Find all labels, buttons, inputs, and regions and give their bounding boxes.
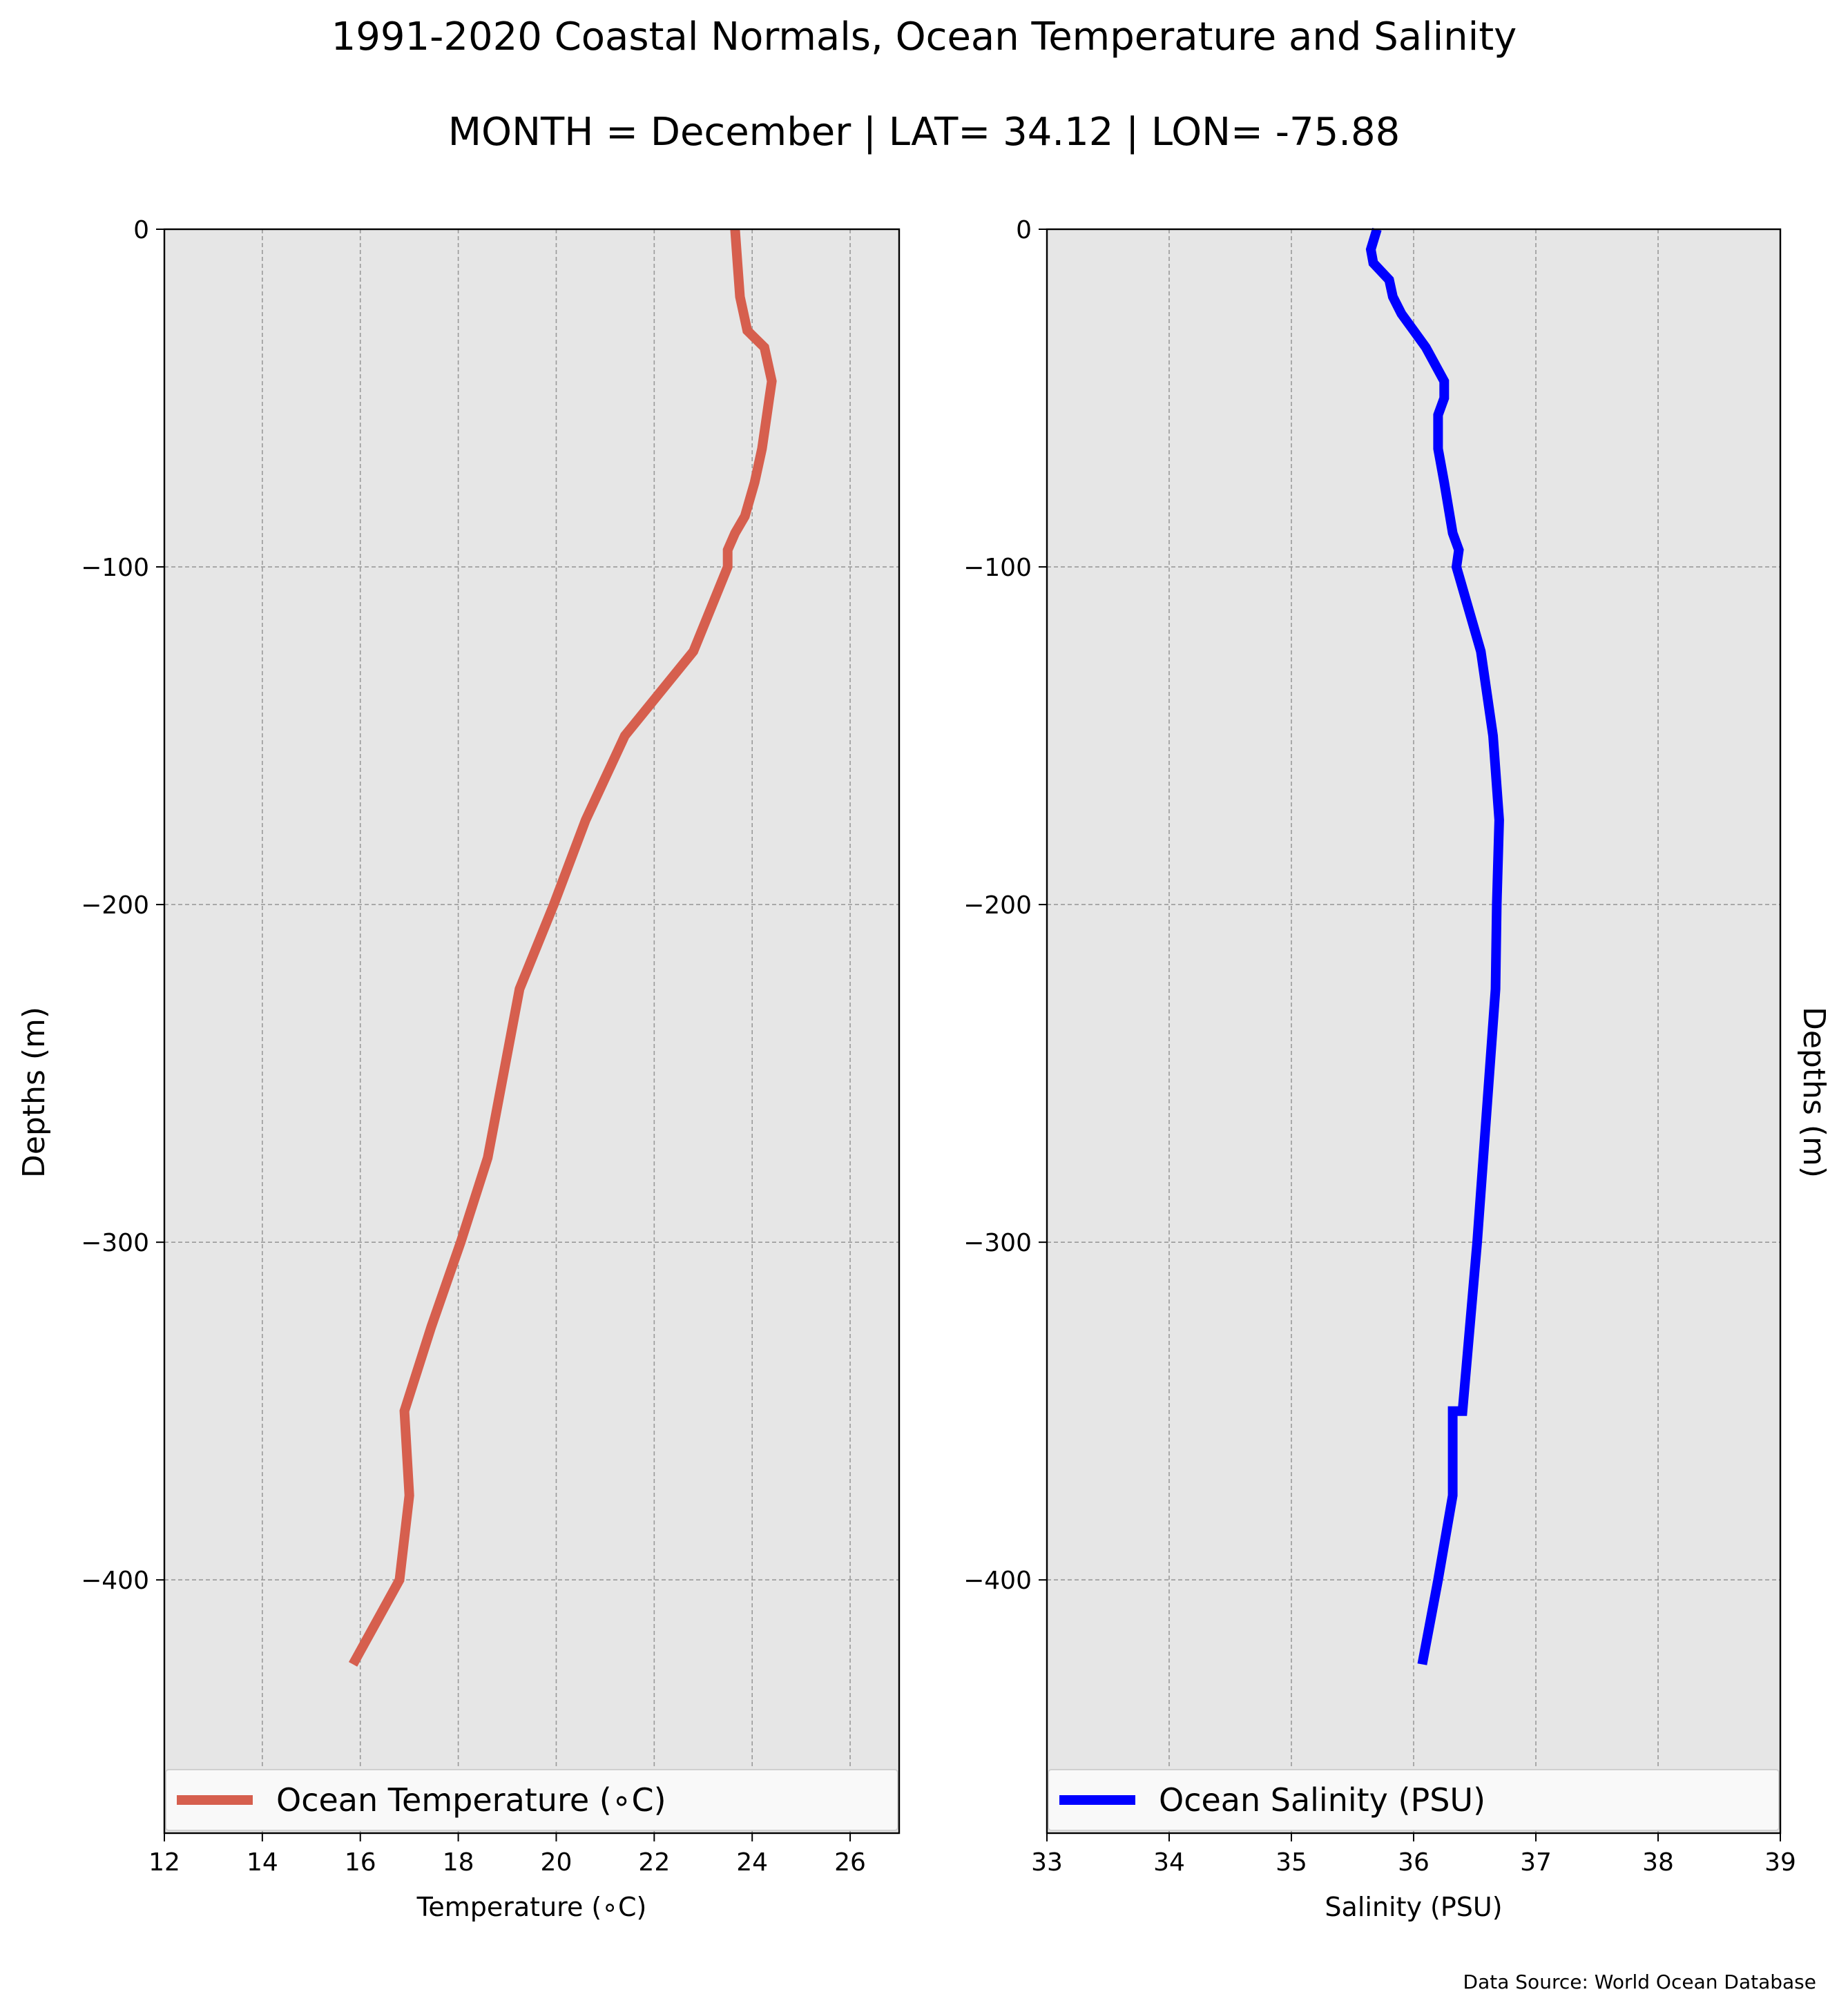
salinity-y-tick-label: 0 — [1016, 216, 1032, 244]
temperature-y-axis-label: Depths (m) — [17, 1007, 52, 1178]
salinity-x-axis-label: Salinity (PSU) — [1325, 1892, 1502, 1922]
salinity-legend-label: Ocean Salinity (PSU) — [1159, 1781, 1485, 1819]
temperature-x-tick-label: 26 — [834, 1848, 866, 1877]
temperature-x-axis-label: Temperature (∘C) — [416, 1892, 647, 1922]
chart-title: 1991-2020 Coastal Normals, Ocean Tempera… — [331, 14, 1517, 59]
salinity-x-tick-label: 35 — [1276, 1848, 1307, 1877]
salinity-x-tick-label: 38 — [1642, 1848, 1674, 1877]
salinity-y-tick-label: −200 — [963, 891, 1032, 920]
data-source-note: Data Source: World Ocean Database — [1463, 1971, 1816, 1993]
salinity-series-line — [1365, 227, 1504, 1665]
temperature-x-tick-label: 12 — [148, 1848, 180, 1877]
salinity-y-tick-label: −100 — [963, 554, 1032, 582]
salinity-x-tick-label: 39 — [1764, 1848, 1796, 1877]
salinity-x-tick-label: 36 — [1398, 1848, 1430, 1877]
temperature-x-tick-label: 20 — [541, 1848, 572, 1877]
salinity-y-tick-label: −300 — [963, 1229, 1032, 1257]
salinity-y-axis-label: Depths (m) — [1796, 1007, 1831, 1178]
temperature-y-tick-label: −200 — [81, 891, 149, 920]
salinity-x-tick-label: 33 — [1031, 1848, 1063, 1877]
temperature-legend-label: Ocean Temperature (∘C) — [276, 1781, 666, 1819]
temperature-y-tick-label: −100 — [81, 554, 149, 582]
salinity-y-tick-label: −400 — [963, 1567, 1032, 1595]
salinity-panel: Ocean Salinity (PSU) 33 34 35 36 37 38 39 0 −100 −… — [963, 216, 1796, 1922]
temperature-y-tick-label: 0 — [133, 216, 149, 244]
salinity-legend — [1048, 1769, 1780, 1831]
temperature-series-line — [348, 229, 777, 1667]
temperature-x-tick-label: 16 — [345, 1848, 376, 1877]
salinity-x-tick-label: 34 — [1153, 1848, 1185, 1877]
temperature-panel: Ocean Temperature (∘C) 12 14 16 18 20 22 24 26 0 −… — [81, 216, 901, 1922]
temperature-y-tick-label: −400 — [81, 1567, 149, 1595]
temperature-plot-area — [164, 229, 899, 1833]
temperature-x-tick-label: 24 — [736, 1848, 768, 1877]
salinity-x-tick-label: 37 — [1520, 1848, 1552, 1877]
temperature-axes-frame — [163, 228, 901, 1835]
chart-subtitle: MONTH = December | LAT= 34.12 | LON= -75… — [448, 110, 1401, 155]
temperature-y-tick-label: −300 — [81, 1229, 149, 1257]
temperature-x-tick-label: 18 — [443, 1848, 474, 1877]
temperature-legend — [165, 1769, 898, 1831]
temperature-x-tick-label: 14 — [247, 1848, 278, 1877]
temperature-x-tick-label: 22 — [638, 1848, 670, 1877]
